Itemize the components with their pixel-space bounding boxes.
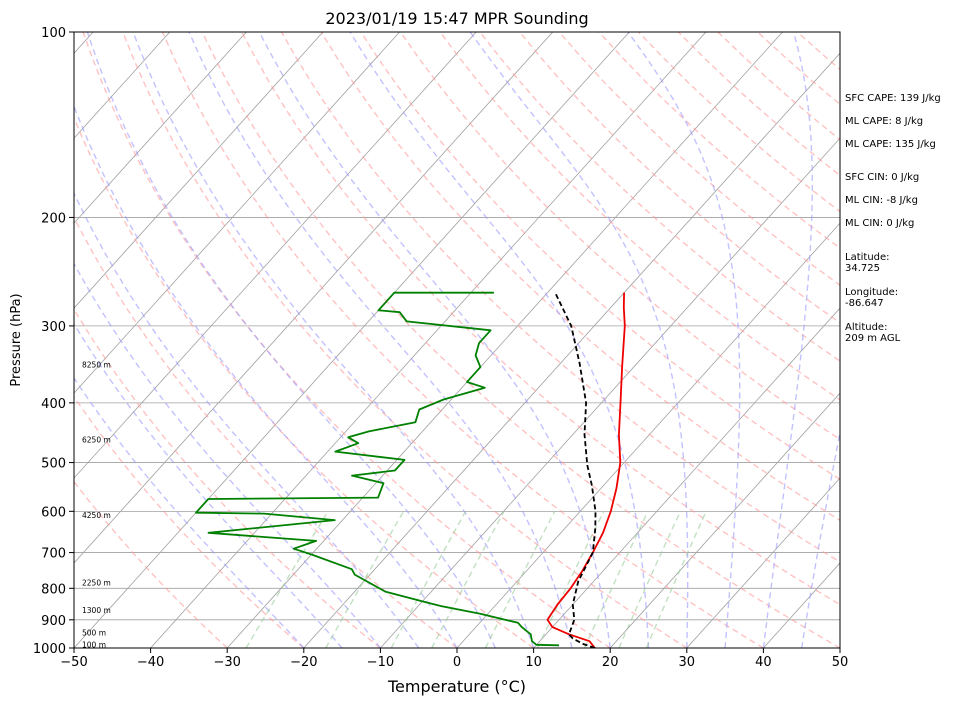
isotherm-line	[74, 32, 477, 479]
dry-adiabat-line	[161, 32, 764, 648]
moist-adiabat-line	[74, 262, 381, 648]
isotherm-line	[533, 307, 840, 648]
dry-adiabat-line	[74, 308, 381, 648]
isotherm-line	[686, 477, 840, 648]
index-text: Longitude: -86.647	[845, 287, 899, 309]
isotherm-line	[74, 32, 554, 564]
index-text: ML CIN: 0 J/kg	[845, 218, 915, 229]
moist-adiabat-line	[258, 32, 611, 648]
dry-adiabat-line	[74, 395, 305, 648]
temperature-profile	[546, 292, 626, 648]
dry-adiabat-line	[519, 32, 840, 324]
moist-adiabat-line	[801, 428, 840, 648]
x-tick-label: 40	[755, 655, 772, 670]
dry-adiabat-line	[280, 32, 840, 563]
y-tick-label: 400	[41, 397, 66, 412]
dry-adiabat-line	[74, 480, 228, 648]
chart-title: 2023/01/19 15:47 MPR Sounding	[325, 9, 588, 28]
isotherm-line	[380, 137, 840, 648]
moist-adiabat-line	[86, 32, 496, 648]
x-tick-label: 50	[832, 655, 849, 670]
x-tick-label: 10	[525, 655, 542, 670]
y-tick-label: 500	[41, 457, 66, 472]
plot-frame	[73, 31, 841, 649]
dry-adiabat-line	[320, 32, 840, 522]
isotherm-line	[74, 32, 247, 224]
moist-adiabat-line	[74, 104, 458, 648]
mixing-ratio-line	[325, 510, 405, 648]
y-tick-label: 900	[41, 614, 66, 629]
x-tick-label: 20	[602, 655, 619, 670]
x-tick-label: −40	[137, 655, 164, 670]
x-axis-label: Temperature (°C)	[387, 677, 526, 696]
dry-adiabat-line	[82, 32, 611, 648]
isotherm-line	[74, 32, 630, 648]
index-text: SFC CIN: 0 J/kg	[845, 172, 920, 183]
dewpoint-profile	[195, 291, 560, 647]
isotherm-line	[74, 32, 400, 394]
y-tick-label: 600	[41, 505, 66, 520]
height-label: 2250 m	[82, 579, 111, 588]
height-label: 8250 m	[82, 360, 111, 369]
y-tick-label: 800	[41, 582, 66, 597]
height-label: 100 m	[82, 641, 106, 650]
mixing-ratio-line	[484, 510, 556, 648]
moist-adiabat-line	[188, 32, 573, 648]
dry-adiabat-line	[74, 115, 535, 648]
y-axis-label: Pressure (hPa)	[9, 293, 24, 386]
index-text: ML CAPE: 8 J/kg	[845, 116, 924, 127]
y-tick-label: 100	[41, 26, 66, 41]
isotherm-line	[456, 222, 840, 648]
moist-adiabat-line	[132, 32, 535, 648]
parcel-profile	[554, 292, 597, 648]
index-text: Altitude: 209 m AGL	[845, 322, 901, 344]
dry-adiabat-line	[74, 216, 458, 648]
index-text: SFC CAPE: 139 J/kg	[845, 93, 941, 104]
index-text: Latitude: 34.725	[845, 252, 890, 274]
mixing-ratio-line	[390, 510, 467, 648]
y-tick-label: 300	[41, 320, 66, 335]
moist-adiabat-line	[469, 32, 689, 648]
moist-adiabat-line	[74, 191, 420, 648]
height-label: 6250 m	[82, 436, 111, 445]
isotherm-line	[226, 32, 783, 648]
x-tick-label: −30	[213, 655, 240, 670]
dry-adiabat-line	[122, 32, 688, 648]
y-tick-label: 700	[41, 547, 66, 562]
index-text: ML CAPE: 135 J/kg	[845, 139, 936, 150]
mixing-ratio-line	[431, 510, 505, 648]
moist-adiabat-line	[762, 32, 813, 648]
x-tick-label: −10	[367, 655, 394, 670]
x-tick-label: −20	[290, 655, 317, 670]
isotherm-line	[609, 392, 840, 648]
dry-adiabat-line	[241, 32, 840, 606]
isotherm-line	[303, 52, 840, 648]
mixing-ratio-line	[645, 511, 707, 648]
isotherm-line	[150, 32, 707, 648]
index-text: ML CIN: -8 J/kg	[845, 195, 918, 206]
height-label: 500 m	[82, 628, 106, 637]
height-label: 1300 m	[82, 606, 111, 615]
moist-adiabat-line	[627, 32, 741, 648]
height-label: 4250 m	[82, 511, 111, 520]
mixing-ratio-line	[618, 511, 682, 648]
mixing-ratio-line	[536, 510, 605, 648]
mixing-ratio-line	[583, 510, 649, 648]
moist-adiabat-line	[349, 32, 650, 648]
dry-adiabat-line	[558, 32, 840, 287]
isotherm-line	[74, 32, 324, 309]
x-tick-label: 30	[679, 655, 696, 670]
dry-adiabat-line	[479, 32, 840, 362]
dry-adiabat-line	[717, 32, 840, 141]
x-tick-label: 0	[453, 655, 461, 670]
y-tick-label: 200	[41, 211, 66, 226]
x-tick-label: −50	[60, 655, 87, 670]
isotherm-line	[74, 32, 171, 139]
mixing-ratio-line	[245, 510, 329, 648]
dry-adiabat-line	[201, 32, 840, 648]
y-tick-label: 1000	[33, 642, 66, 657]
